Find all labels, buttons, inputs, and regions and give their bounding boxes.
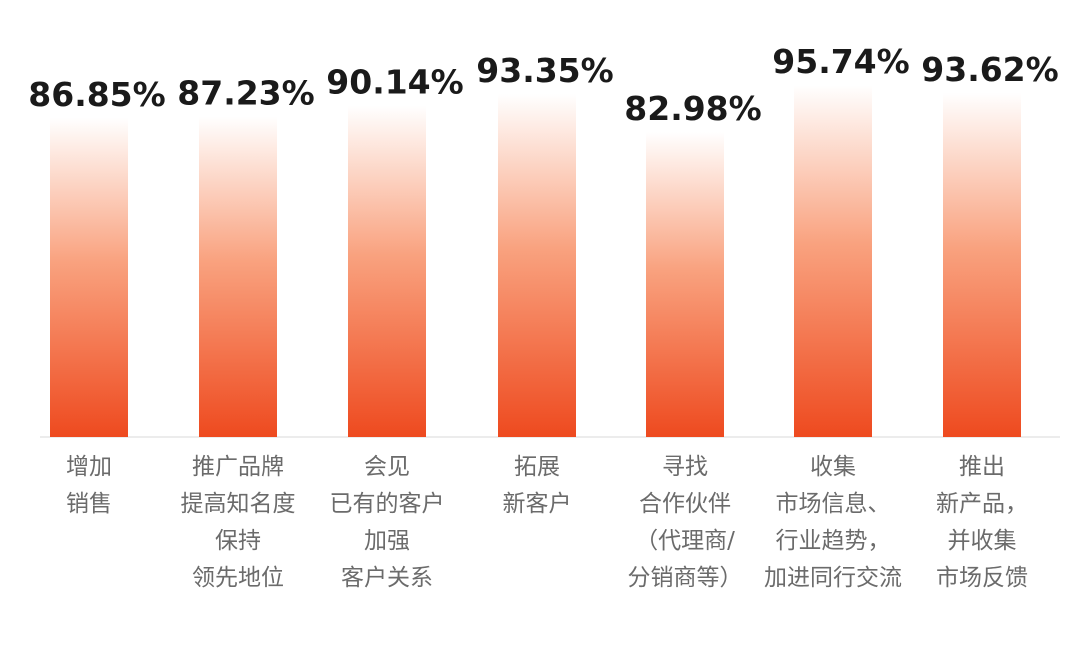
value-label-6: 95.74% xyxy=(772,42,909,81)
category-label-2: 推广品牌提高知名度保持领先地位 xyxy=(181,454,296,591)
category-label-5: 寻找合作伙伴 （代理商/分销商等） xyxy=(628,454,743,591)
category-label-line: 寻找 xyxy=(662,454,708,480)
category-label-line: 新产品， xyxy=(936,491,1028,517)
category-label-7: 推出新产品， 并收集市场反馈 xyxy=(936,454,1028,591)
category-label-1: 增加销售 xyxy=(66,454,112,517)
bar-4 xyxy=(498,93,576,437)
value-label-5: 82.98% xyxy=(624,89,761,128)
category-label-line: 领先地位 xyxy=(192,565,284,591)
category-label-line: 会见 xyxy=(364,454,410,480)
category-label-line: 推广品牌 xyxy=(192,454,284,480)
category-label-line: 增加 xyxy=(66,454,112,480)
bar-7 xyxy=(943,92,1021,437)
category-label-4: 拓展新客户 xyxy=(503,454,572,517)
category-label-line: 客户关系 xyxy=(341,565,433,591)
category-label-line: 分销商等） xyxy=(628,565,743,591)
bar-5 xyxy=(646,132,724,437)
bar-6 xyxy=(794,85,872,437)
category-label-line: 市场信息、 xyxy=(776,491,891,517)
category-label-line: 推出 xyxy=(959,454,1005,480)
category-label-line: 并收集 xyxy=(948,528,1017,554)
category-label-line: 已有的客户 xyxy=(330,491,445,517)
category-label-line: 拓展 xyxy=(514,454,560,480)
category-label-line: 行业趋势， xyxy=(776,528,891,554)
category-label-line: 销售 xyxy=(66,491,112,517)
bar-3 xyxy=(348,105,426,437)
category-label-line: 新客户 xyxy=(503,491,572,517)
value-label-7: 93.62% xyxy=(921,50,1058,89)
bar-1 xyxy=(50,117,128,438)
bar-2 xyxy=(199,116,277,437)
category-label-6: 收集市场信息、行业趋势， 加进同行交流 xyxy=(764,454,902,591)
category-label-line: 收集 xyxy=(810,454,856,480)
value-label-2: 87.23% xyxy=(177,73,314,112)
category-label-line: 保持 xyxy=(215,528,261,554)
category-label-line: （代理商/ xyxy=(635,528,735,554)
value-label-4: 93.35% xyxy=(476,51,613,90)
category-label-3: 会见已有的客户加强客户关系 xyxy=(330,454,445,591)
category-label-line: 市场反馈 xyxy=(936,565,1028,591)
category-label-line: 加强 xyxy=(364,528,410,554)
category-label-line: 加进同行交流 xyxy=(764,565,902,591)
category-label-line: 提高知名度 xyxy=(181,491,296,517)
value-label-1: 86.85% xyxy=(28,75,165,114)
value-label-3: 90.14% xyxy=(326,63,463,102)
category-label-line: 合作伙伴 xyxy=(639,491,731,517)
